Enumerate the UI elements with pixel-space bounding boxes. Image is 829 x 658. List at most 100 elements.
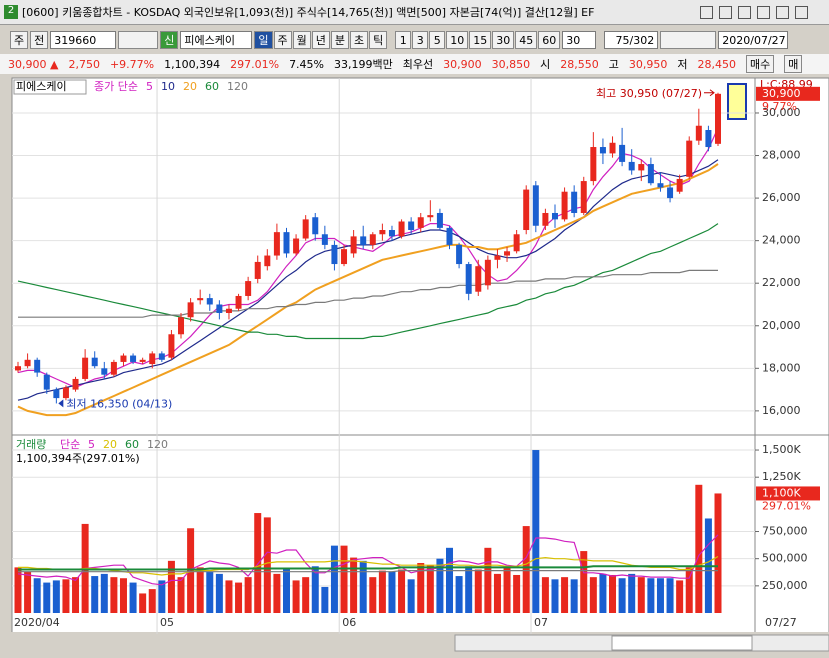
- minute-button[interactable]: 10: [446, 31, 469, 49]
- candle-body: [350, 236, 357, 254]
- y-tick-label: 1,500K: [762, 443, 801, 456]
- window-controls[interactable]: [700, 5, 808, 19]
- volume-bar: [273, 573, 281, 613]
- volume-bar: [263, 517, 271, 613]
- order-button[interactable]: 매: [784, 55, 803, 73]
- candle-body: [456, 244, 463, 265]
- candle-body: [62, 387, 69, 399]
- candle-body: [72, 378, 79, 390]
- volume-bar: [436, 558, 444, 613]
- candle-body: [341, 249, 348, 265]
- stock-name: 피에스케이: [180, 31, 253, 49]
- volume-bar: [417, 563, 425, 613]
- minute-button[interactable]: 3: [412, 31, 429, 49]
- volume-bar: [282, 568, 290, 613]
- volume-bar: [551, 579, 559, 613]
- legend-entry: 5: [88, 438, 95, 451]
- badge: 신: [160, 31, 179, 49]
- minute-button[interactable]: 1: [395, 31, 412, 49]
- candle-body: [465, 264, 472, 294]
- legend-label: 단순: [60, 438, 80, 451]
- volume-bar: [656, 578, 664, 613]
- volume-bar: [330, 545, 338, 613]
- ma-line: [17, 163, 719, 417]
- candle-body: [388, 230, 395, 237]
- legend-title-box: [13, 79, 87, 95]
- volume-bar: [378, 570, 386, 613]
- candle-body: [254, 261, 261, 279]
- period-button[interactable]: 월: [292, 31, 311, 49]
- minute-button[interactable]: 5: [429, 31, 446, 49]
- volume-bar: [714, 493, 722, 613]
- candle-body: [369, 234, 376, 245]
- candle-body: [15, 366, 21, 371]
- candle-body: [245, 281, 252, 296]
- period-button[interactable]: 일: [254, 31, 273, 49]
- y-tick-label: 18,000: [762, 361, 801, 374]
- chart: 16,000 18,000 20,000 22,000 24,000 26,000 28,0…: [0, 77, 829, 658]
- minute-button[interactable]: 30: [492, 31, 515, 49]
- volume-bar: [685, 567, 693, 613]
- order-button[interactable]: 매수: [746, 55, 775, 73]
- scroll-thumb[interactable]: [611, 635, 753, 651]
- volume-bar: [302, 577, 310, 613]
- legend-entry: 20: [103, 438, 117, 451]
- quote-field: 고: [608, 58, 619, 71]
- volume-bar: [340, 545, 348, 613]
- volume-bar: [148, 589, 156, 613]
- period-button[interactable]: 분: [330, 31, 349, 49]
- volume-bar: [637, 577, 645, 613]
- market-select[interactable]: 주: [10, 31, 29, 49]
- candle-body: [34, 359, 41, 373]
- volume-bar: [196, 567, 204, 613]
- quote-field: 최우선: [402, 58, 434, 71]
- mode-select[interactable]: 전: [30, 31, 49, 49]
- minute-button[interactable]: 60: [538, 31, 561, 49]
- candle-body: [667, 187, 674, 199]
- quote-field: 28,450: [697, 57, 737, 71]
- volume-marker: [756, 486, 820, 501]
- quote-field: 33,199백만: [334, 58, 393, 71]
- high-annotation: 최고 30,950 (07/27): [596, 87, 702, 100]
- candle-body: [561, 191, 568, 220]
- candle-body: [101, 368, 108, 375]
- legend-entry: 20: [183, 80, 197, 93]
- ma-line: [18, 555, 719, 576]
- tool-icons[interactable]: [118, 31, 159, 49]
- date-input[interactable]: 2020/07/27: [718, 31, 789, 49]
- code-input[interactable]: 319660: [50, 31, 117, 49]
- candle-body: [628, 161, 635, 171]
- volume-bar: [493, 573, 501, 613]
- candle-body: [599, 147, 606, 154]
- quote-bar: 30,900 ▲ 2,750 +9.77% 1,100,394 297.01% 7.45%…: [0, 54, 829, 74]
- candle-body: [158, 353, 165, 360]
- candle-body: [504, 251, 511, 256]
- period-button[interactable]: 주: [273, 31, 292, 49]
- period-button[interactable]: 초: [350, 31, 369, 49]
- tool-icons[interactable]: [660, 31, 717, 49]
- candle-body: [283, 232, 290, 254]
- minute-button[interactable]: 45: [515, 31, 538, 49]
- volume-bar: [215, 573, 223, 613]
- volume-bar: [474, 569, 482, 613]
- candle-body: [82, 357, 89, 379]
- candle-body: [149, 353, 156, 365]
- period-button[interactable]: 틱: [369, 31, 388, 49]
- period-button[interactable]: 년: [311, 31, 330, 49]
- volume-bar: [139, 593, 147, 613]
- volume-bar: [91, 576, 99, 613]
- candle-body: [24, 359, 31, 367]
- candle-body: [676, 178, 683, 192]
- candle-body: [551, 212, 558, 220]
- volume-bar: [570, 579, 578, 613]
- candle-body: [379, 230, 386, 235]
- candle-body: [532, 185, 539, 226]
- candle-body: [590, 147, 597, 182]
- volume-bar: [187, 528, 195, 613]
- volume-bar: [666, 578, 674, 613]
- minute-button[interactable]: 15: [469, 31, 492, 49]
- count-select[interactable]: 30: [562, 31, 597, 49]
- volume-marker-label: 1,100K: [762, 486, 801, 499]
- candle-body: [264, 255, 271, 267]
